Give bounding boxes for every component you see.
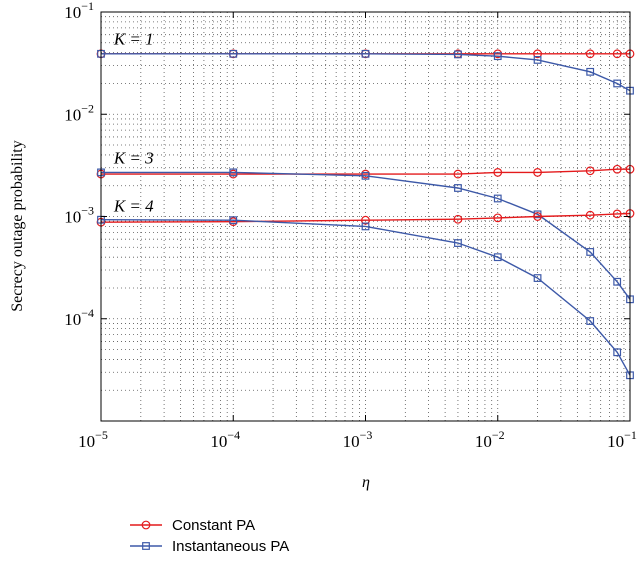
x-tick-label: 10−5 xyxy=(78,428,108,451)
x-tick-label: 10−2 xyxy=(475,428,505,451)
data-point xyxy=(585,210,595,220)
annotation-label: K = 1 xyxy=(113,30,154,49)
data-point xyxy=(493,194,502,203)
data-point xyxy=(613,277,622,286)
y-tick-label: 10−1 xyxy=(64,0,94,22)
data-point xyxy=(361,49,370,58)
data-point xyxy=(586,317,595,325)
data-point xyxy=(612,209,622,219)
tick-labels: 10−5 10−4 10−3 10−2 10−1 10−1 10−2 10−3 10−4 xyxy=(64,0,637,451)
data-point xyxy=(613,79,622,88)
series-instantaneous-pa-K=3 xyxy=(97,168,634,304)
series-line xyxy=(101,53,631,92)
grid xyxy=(101,12,630,421)
legend-item: Instantaneous PA xyxy=(130,538,289,555)
data-point xyxy=(361,171,370,180)
data-point xyxy=(361,215,370,225)
y-tick-label: 10−4 xyxy=(64,306,94,329)
legend-marker xyxy=(141,520,151,530)
series-instantaneous-pa-K=1 xyxy=(97,49,634,95)
data-point xyxy=(585,166,595,176)
data-point xyxy=(454,239,462,247)
legend-label: Constant PA xyxy=(172,517,255,534)
legend: Constant PA Instantaneous PA xyxy=(130,517,289,555)
data-point xyxy=(453,214,463,224)
series-lines xyxy=(96,49,635,380)
data-point xyxy=(493,253,502,262)
data-point xyxy=(229,216,238,225)
data-point xyxy=(586,248,595,256)
legend-marker xyxy=(142,542,150,550)
data-point xyxy=(586,67,595,76)
legend-item: Constant PA xyxy=(130,517,255,534)
y-axis-label: Secrecy outage probability xyxy=(9,140,26,312)
data-point xyxy=(493,213,503,223)
series-line xyxy=(101,171,631,300)
data-point xyxy=(361,222,370,231)
data-point xyxy=(533,49,542,59)
annotations: K = 1 K = 3 K = 4 xyxy=(113,30,154,216)
data-point xyxy=(612,164,622,174)
annotation-label: K = 4 xyxy=(113,196,154,215)
annotation-label: K = 3 xyxy=(113,148,154,167)
y-tick-label: 10−3 xyxy=(64,204,94,227)
data-point xyxy=(454,184,462,192)
data-point xyxy=(533,212,542,221)
series-line xyxy=(100,219,631,376)
data-point xyxy=(613,348,622,357)
legend-label: Instantaneous PA xyxy=(172,538,289,555)
data-point xyxy=(533,167,542,177)
data-point xyxy=(454,50,462,59)
data-point xyxy=(453,169,463,179)
x-axis-label: η xyxy=(362,474,370,491)
x-tick-label: 10−4 xyxy=(210,428,240,451)
x-tick-label: 10−3 xyxy=(343,428,373,451)
data-point xyxy=(493,52,502,61)
x-tick-label: 10−1 xyxy=(607,428,637,451)
data-point xyxy=(585,49,595,59)
data-point xyxy=(612,49,622,59)
data-point xyxy=(533,274,542,282)
y-tick-label: 10−2 xyxy=(64,101,94,124)
data-point xyxy=(493,167,503,177)
axes-frame xyxy=(100,11,631,422)
data-point xyxy=(229,49,238,58)
data-point xyxy=(533,56,542,64)
data-point xyxy=(229,168,238,177)
series-line xyxy=(100,212,631,223)
